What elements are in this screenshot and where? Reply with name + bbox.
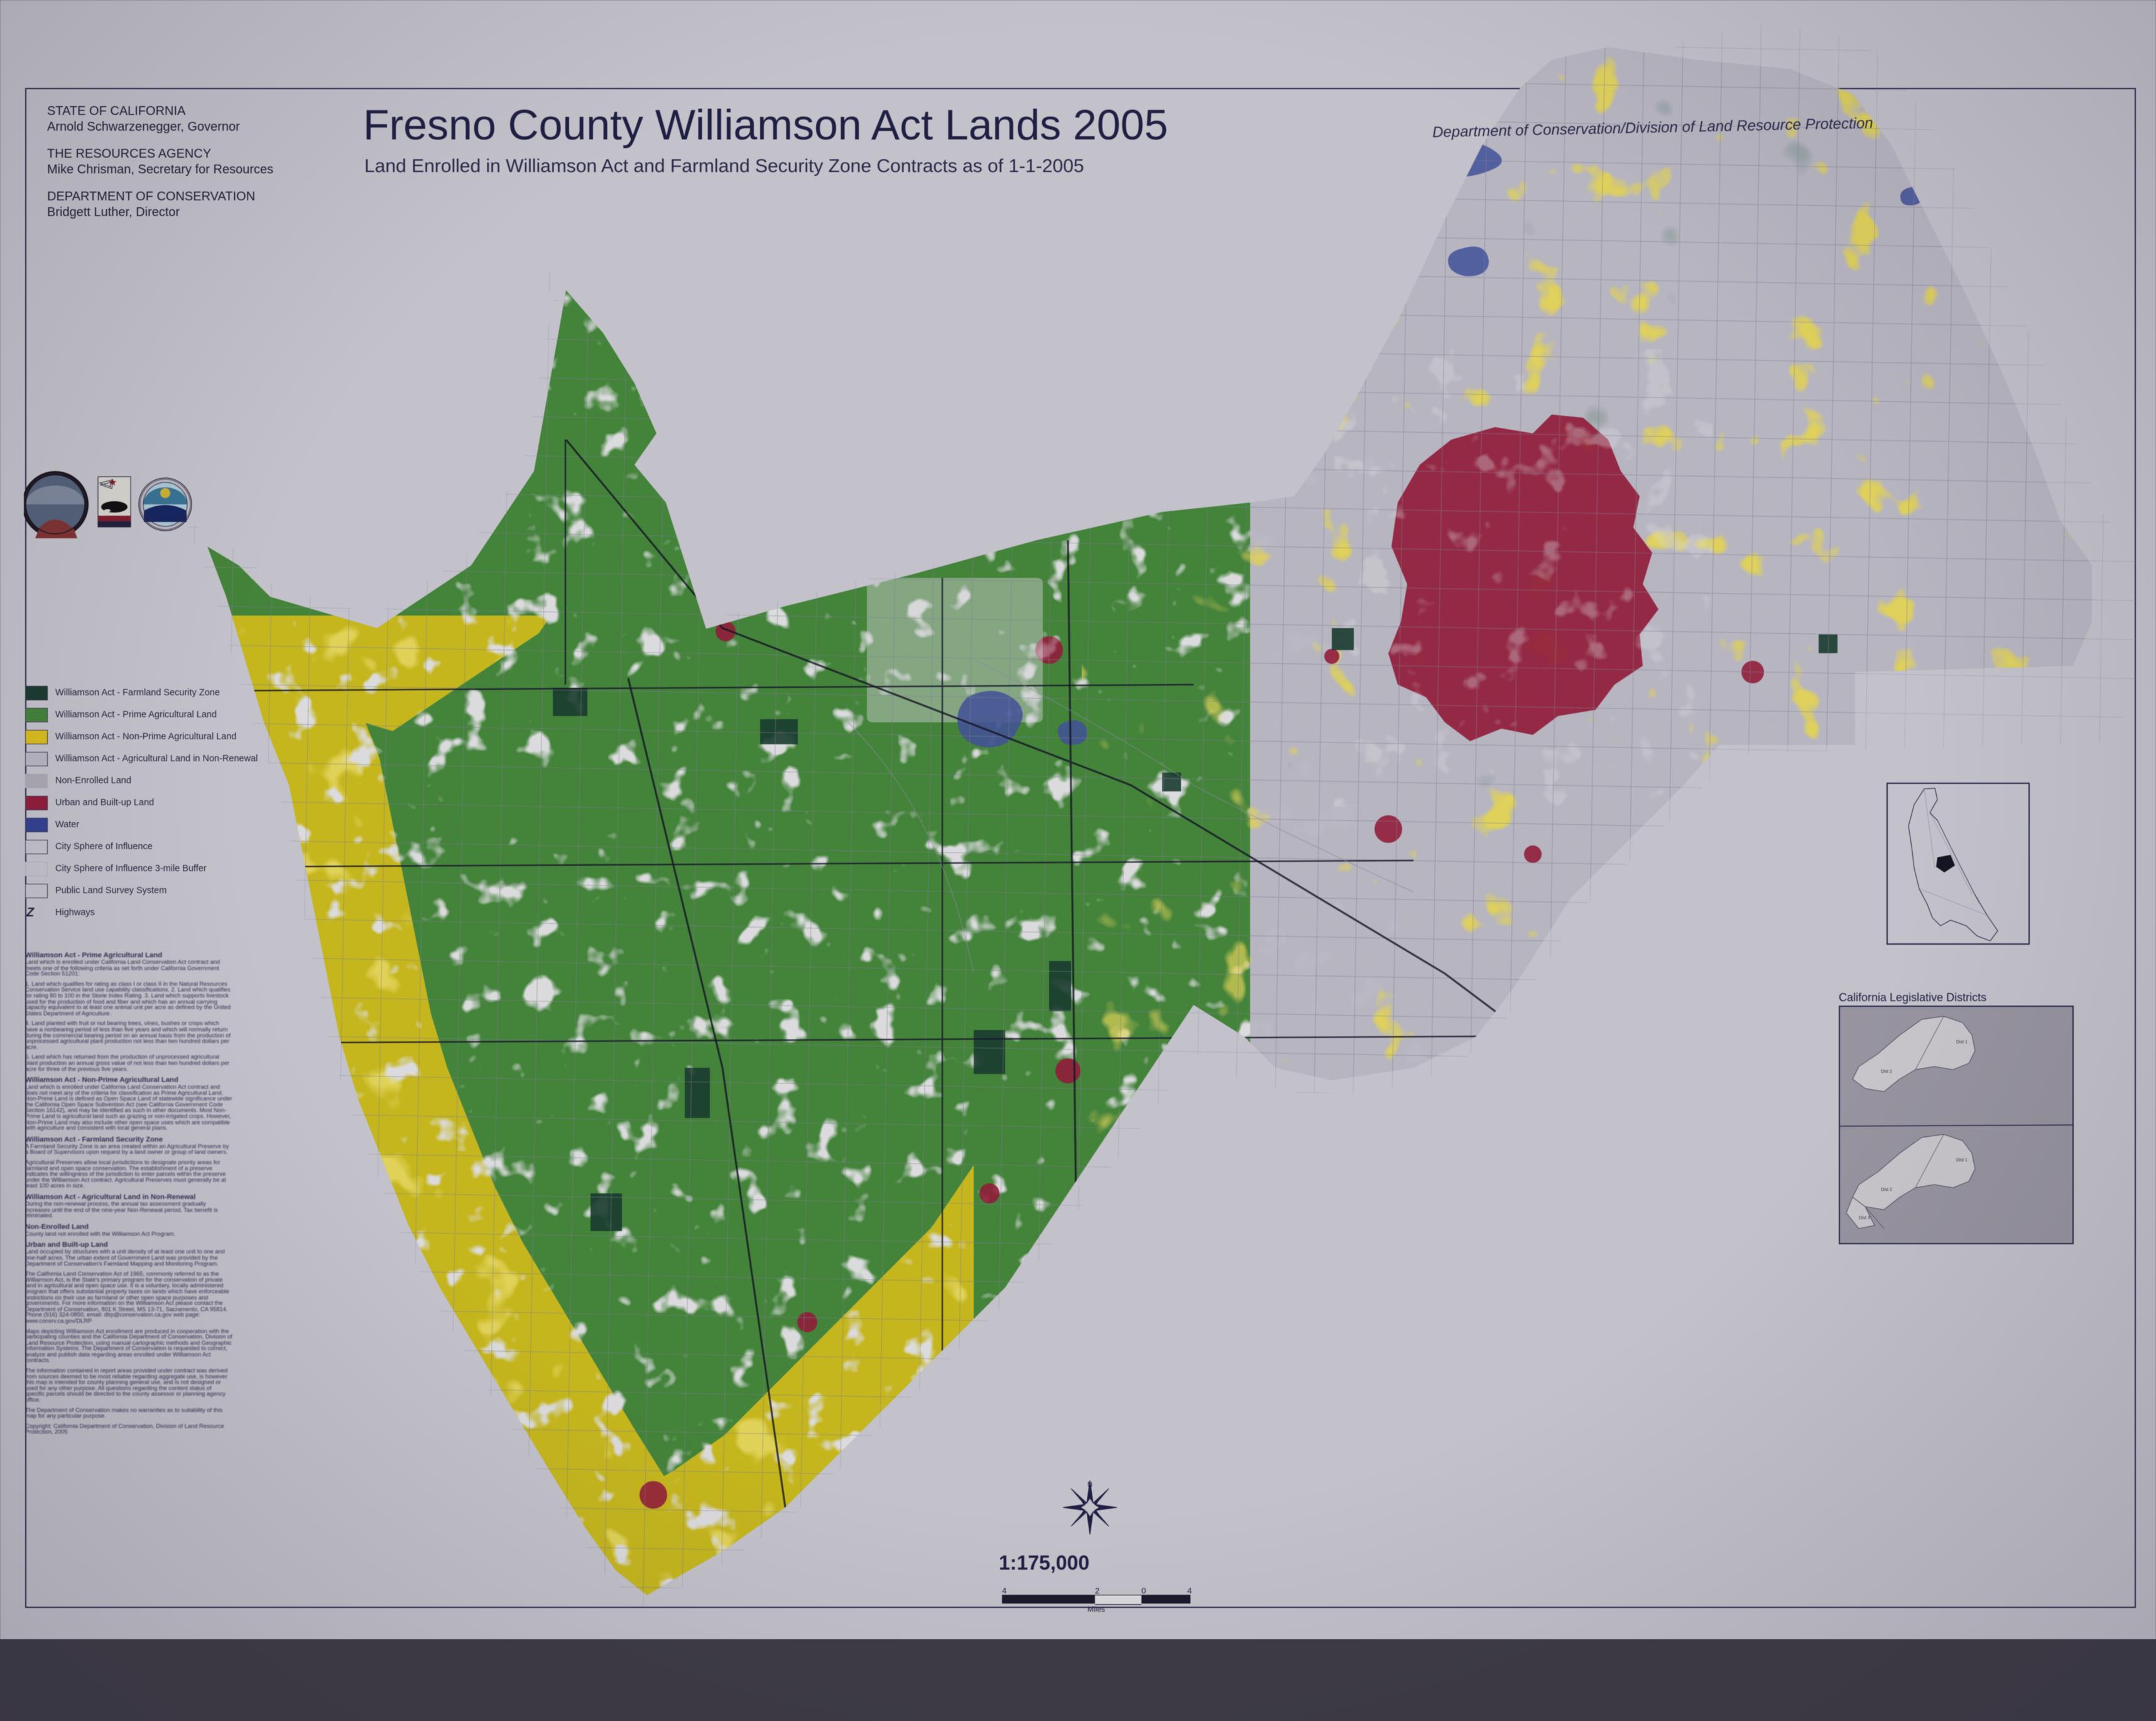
svg-text:Dist 1: Dist 1 [1956, 1158, 1968, 1163]
svg-text:Dist 1: Dist 1 [1956, 1040, 1968, 1045]
svg-text:Dist 2: Dist 2 [1881, 1188, 1892, 1192]
svg-text:Dist 2: Dist 2 [1881, 1070, 1892, 1074]
svg-text:Dist 3: Dist 3 [1859, 1216, 1870, 1220]
svg-text:N: N [1087, 1481, 1092, 1489]
